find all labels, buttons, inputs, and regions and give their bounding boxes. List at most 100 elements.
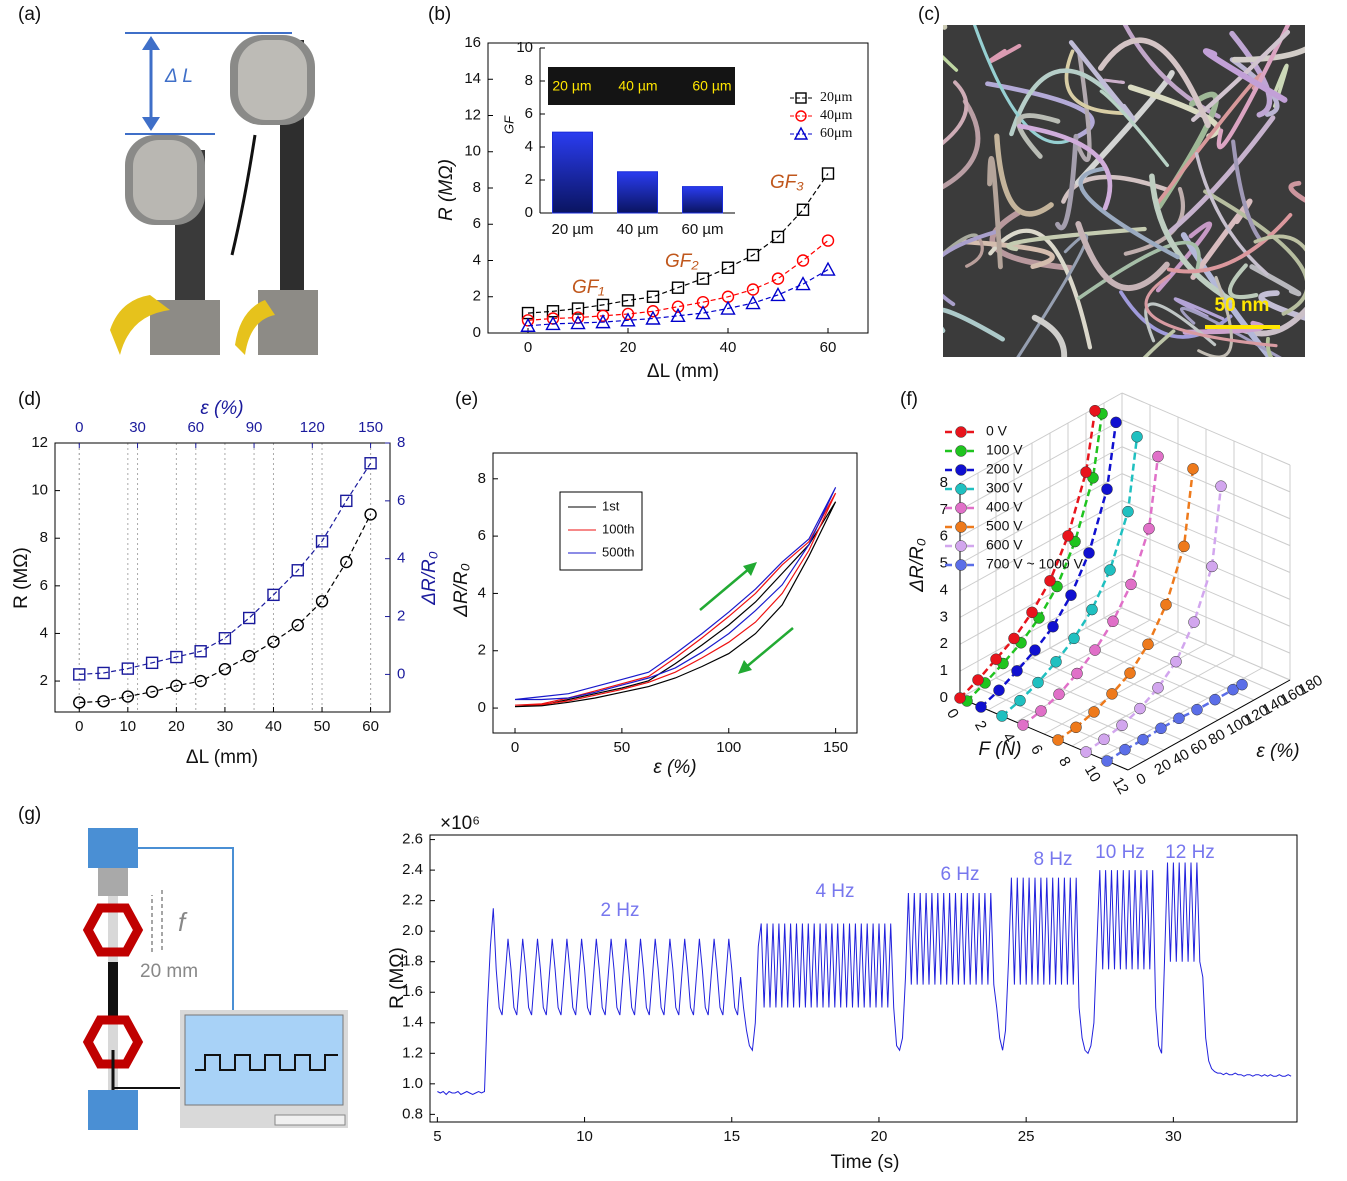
marker — [1101, 483, 1113, 495]
marker — [670, 307, 686, 322]
grid-line — [995, 677, 1165, 751]
series-line — [959, 410, 1097, 699]
marker — [545, 315, 561, 331]
annotation: 6 Hz — [940, 864, 979, 885]
grid-line — [977, 687, 1147, 761]
marker — [990, 653, 1002, 665]
e-tick-label: 20 — [1151, 756, 1174, 779]
marker — [1187, 463, 1199, 475]
marker — [955, 540, 967, 552]
x-tick-label: 10 — [119, 718, 136, 735]
annotation: 4 Hz — [815, 881, 854, 902]
fiber — [1288, 180, 1305, 203]
y-tick-label: 8 — [478, 470, 486, 487]
fiber — [1075, 221, 1170, 292]
series-line — [980, 422, 1118, 708]
marker — [1236, 678, 1248, 691]
panel-label: (b) — [428, 4, 451, 25]
series-line — [1085, 486, 1223, 754]
marker — [521, 314, 535, 327]
marker — [340, 555, 353, 569]
marker — [596, 309, 610, 322]
fiber — [1103, 78, 1125, 84]
y-tick-label: 14 — [464, 70, 481, 87]
marker — [1206, 560, 1218, 573]
legend-box — [559, 491, 643, 571]
marker — [1152, 450, 1164, 463]
marker — [1119, 743, 1131, 756]
fiber — [1144, 274, 1278, 348]
annotation: 12 Hz — [1165, 842, 1215, 863]
marker — [194, 674, 207, 688]
legend-label: 500 V — [986, 518, 1023, 534]
marker — [1088, 706, 1100, 718]
y-tick-label: 2.4 — [402, 861, 423, 878]
marker — [821, 167, 835, 180]
fiber — [1064, 49, 1129, 116]
x-tick-label: 0 — [511, 739, 519, 756]
marker — [1032, 676, 1044, 689]
y-tick-label: 6 — [397, 492, 405, 509]
marker — [720, 300, 736, 315]
x-tick-label: 120 — [300, 419, 325, 436]
axis-label: ε (%) — [1256, 741, 1299, 762]
y-tick-label: 2.6 — [402, 831, 423, 848]
y-tick-label: 12 — [31, 434, 48, 451]
fiber — [943, 25, 948, 30]
marker — [1050, 656, 1062, 668]
marker — [145, 685, 159, 698]
grid-line — [959, 419, 1123, 511]
grid-line — [959, 526, 1123, 618]
e-tick-label: 0 — [1133, 770, 1149, 789]
legend-label: 0 V — [986, 423, 1008, 439]
marker — [170, 679, 183, 693]
marker — [1131, 431, 1143, 443]
x-tick-label: 20 µm — [552, 221, 594, 238]
y-tick-label: 2 — [478, 642, 486, 659]
marker — [1122, 505, 1134, 518]
marker — [570, 315, 586, 330]
x-tick-label: 15 — [723, 1128, 740, 1145]
fiber — [961, 239, 1055, 270]
multiplier: ×10⁶ — [440, 813, 480, 834]
z-tick-label: 6 — [940, 528, 948, 545]
fiber — [1099, 89, 1170, 167]
fiber — [943, 80, 969, 146]
marker — [243, 649, 256, 663]
fiber — [1253, 234, 1305, 252]
axis-label: ΔR/R₀ — [907, 538, 928, 592]
y-tick-label: 8 — [525, 72, 533, 89]
y-tick-label: 4 — [40, 624, 48, 641]
marker — [621, 294, 635, 307]
grid-line — [959, 473, 1123, 565]
x-tick-label: 0 — [75, 718, 83, 735]
axis-label: R (MΩ) — [11, 547, 32, 609]
marker — [745, 295, 761, 310]
fiber — [1197, 275, 1234, 357]
marker — [975, 701, 987, 713]
marker — [955, 483, 967, 495]
axis-label: ΔL (mm) — [186, 747, 258, 768]
f-tick-label: 8 — [1055, 754, 1074, 770]
marker — [955, 559, 967, 571]
z-tick-label: 1 — [940, 662, 948, 679]
marker — [955, 426, 967, 438]
marker — [645, 310, 661, 325]
e-tick-label: 80 — [1205, 726, 1228, 749]
f-tick-label: 0 — [943, 706, 962, 722]
marker — [1101, 755, 1113, 767]
fiber — [1142, 329, 1176, 357]
marker — [315, 595, 329, 608]
fiber — [943, 229, 999, 307]
fiber — [1017, 123, 1113, 211]
grid-line — [1071, 655, 1235, 747]
marker — [73, 696, 86, 709]
y-tick-label: 6 — [525, 105, 533, 122]
y-tick-label: 0 — [478, 699, 486, 716]
bar — [552, 131, 593, 214]
y-tick-label: 2 — [473, 288, 481, 305]
fiber — [1173, 297, 1225, 321]
marker — [770, 286, 786, 302]
legend-label: 40μm — [820, 108, 853, 123]
marker — [1011, 665, 1023, 677]
